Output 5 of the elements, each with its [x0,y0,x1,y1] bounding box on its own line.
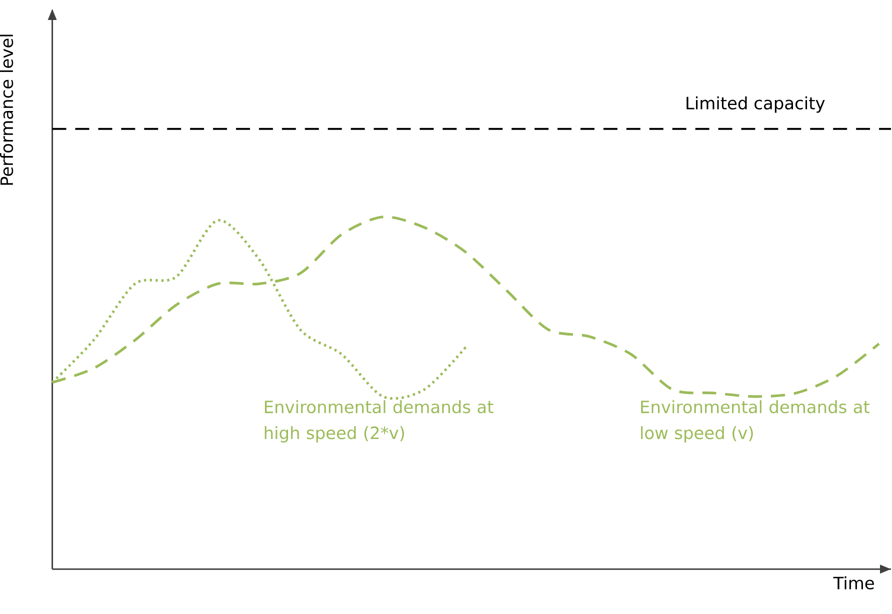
series-label: Environmental demands at high speed (2*v) [264,400,494,443]
ref-line-label: Limited capacity [686,96,825,113]
x-axis-title: Time [833,576,874,590]
series-label: Environmental demands at low speed (v) [641,400,870,443]
y-axis-title: Performance level [0,34,14,185]
